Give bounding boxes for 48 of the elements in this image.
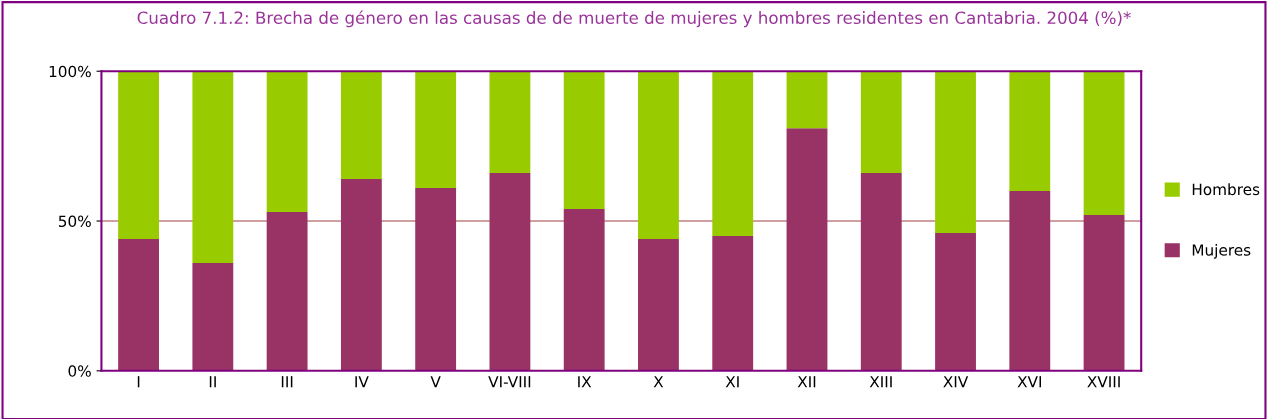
bar [638,71,679,239]
x-tick-label: XIII [869,376,892,388]
x-tick-label: XII [797,376,816,388]
x-tick-label: II [209,376,216,388]
legend-label: Mujeres [1192,243,1251,259]
bar [415,188,457,371]
legend-label: Hombres [1192,183,1260,196]
x-tick-label: I [137,376,140,388]
bar [266,212,308,371]
x-tick-label: X [653,376,664,388]
y-tick-label: 100% [49,65,91,78]
bar [712,71,754,236]
bar [1009,71,1051,192]
bar [1083,215,1125,371]
bar [935,233,976,371]
bar [563,209,605,371]
bar [118,239,159,371]
bar [192,262,234,371]
bar [118,71,159,239]
x-tick-label: XIV [943,376,969,388]
x-tick-label: XI [725,376,739,388]
x-tick-label: IV [355,376,369,388]
bar [638,239,679,371]
y-tick-label: 50% [58,215,91,228]
bar [489,173,531,371]
bar [860,71,902,174]
bar [786,128,828,371]
bar [860,173,902,371]
y-tick-label: 0% [68,365,91,377]
x-tick-label: XVIII [1087,376,1120,388]
bar [489,71,531,174]
bar [1083,71,1125,216]
bar [712,236,754,371]
bar [192,71,234,263]
bar [266,71,308,213]
x-tick-label: V [430,376,441,388]
bar [415,71,457,189]
chart-title: Cuadro 7.1.2: Brecha de género en las causas de de muerte de mujeres y hombres residentes en Cantabria. 2004 (%)* [137,10,1131,28]
x-tick-label: III [281,376,293,388]
bar [786,71,828,129]
bar [340,179,382,371]
bar [563,71,605,210]
bar [1009,191,1051,371]
bar [935,71,976,234]
bar [340,71,382,180]
x-tick-label: VI-VIII [488,376,531,388]
x-tick-label: IX [578,376,592,388]
x-tick-label: XVI [1017,376,1042,388]
